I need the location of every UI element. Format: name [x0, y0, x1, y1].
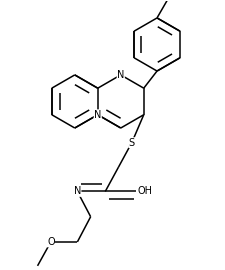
Text: OH: OH — [137, 187, 152, 197]
Text: N: N — [94, 110, 101, 120]
Text: O: O — [47, 237, 55, 247]
Text: S: S — [129, 138, 135, 148]
Text: N: N — [117, 70, 124, 80]
Text: N: N — [74, 187, 81, 197]
